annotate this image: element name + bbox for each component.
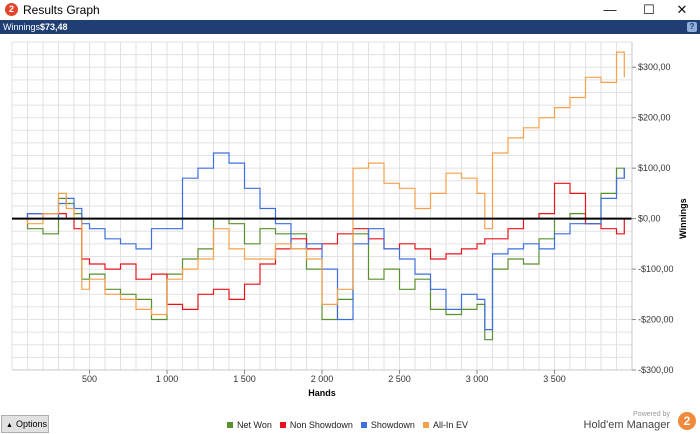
legend-label: All-In EV bbox=[432, 420, 468, 430]
legend-label: Non Showdown bbox=[289, 420, 353, 430]
x-tick-label: 500 bbox=[82, 374, 97, 384]
legend-label: Showdown bbox=[370, 420, 415, 430]
x-tick-label: 1 500 bbox=[233, 374, 256, 384]
legend-item[interactable]: Showdown bbox=[360, 420, 415, 430]
legend-swatch bbox=[227, 422, 233, 428]
brand-block: Powered by Hold'em Manager bbox=[584, 410, 670, 432]
x-tick-label: 2 500 bbox=[388, 374, 411, 384]
y-tick-label: $200,00 bbox=[638, 113, 671, 123]
holdem-manager-logo-icon: 2 bbox=[678, 412, 696, 430]
legend-swatch bbox=[279, 422, 286, 428]
y-tick-label: -$200,00 bbox=[638, 315, 674, 325]
close-button[interactable]: ✕ bbox=[676, 2, 688, 17]
series-line-all-in-ev bbox=[12, 51, 625, 316]
x-axis-title: Hands bbox=[308, 388, 336, 398]
options-button[interactable]: ▲ Options bbox=[1, 415, 49, 433]
chart-series bbox=[12, 51, 625, 341]
series-line-showdown bbox=[12, 152, 625, 331]
legend-item[interactable]: Non Showdown bbox=[279, 420, 353, 430]
help-icon[interactable]: ? bbox=[687, 22, 697, 32]
chart-legend: Net Won Non Showdown Showdown All-In EV bbox=[227, 420, 476, 430]
options-label: Options bbox=[15, 419, 47, 429]
y-tick-label: -$300,00 bbox=[638, 365, 674, 375]
winnings-label: Winnings: bbox=[3, 22, 43, 32]
legend-item[interactable]: All-In EV bbox=[422, 420, 468, 430]
y-tick-label: $100,00 bbox=[638, 163, 671, 173]
legend-swatch bbox=[360, 422, 367, 428]
legend-item[interactable]: Net Won bbox=[227, 420, 272, 430]
series-line-non-showdown bbox=[12, 182, 625, 310]
chart-footer: ▲ Options Net Won Non Showdown Showdown All-… bbox=[0, 410, 700, 434]
brand-name: Hold'em Manager bbox=[583, 419, 670, 431]
results-chart: 500 1 000 1 500 2 000 2 500 3 000 3 500 $300,00… bbox=[11, 41, 688, 398]
expand-arrow-icon: ▲ bbox=[6, 422, 13, 429]
minimize-button[interactable]: — bbox=[603, 2, 617, 17]
x-tick-label: 3 500 bbox=[543, 374, 566, 384]
legend-label: Net Won bbox=[237, 420, 272, 430]
winnings-status-bar: Winnings: $73,48 ? bbox=[0, 20, 700, 34]
chart-axes: 500 1 000 1 500 2 000 2 500 3 000 3 500 $300,00… bbox=[12, 42, 688, 398]
title-bar: 2 Results Graph — ☐ ✕ bbox=[0, 0, 700, 20]
chart-grid bbox=[11, 41, 633, 371]
y-axis-title: Winnings bbox=[678, 198, 688, 238]
powered-by-text: Powered by bbox=[633, 411, 670, 418]
x-tick-label: 2 000 bbox=[311, 374, 334, 384]
app-icon: 2 bbox=[5, 3, 18, 16]
maximize-button[interactable]: ☐ bbox=[643, 2, 655, 17]
x-tick-label: 1 000 bbox=[156, 374, 179, 384]
legend-swatch bbox=[422, 422, 429, 428]
series-line-net-won bbox=[12, 167, 625, 341]
y-tick-label: $0,00 bbox=[638, 214, 661, 224]
window-title: Results Graph bbox=[23, 3, 100, 17]
y-tick-label: $300,00 bbox=[638, 62, 671, 72]
y-tick-label: -$100,00 bbox=[638, 264, 674, 274]
winnings-value: $73,48 bbox=[40, 22, 68, 32]
x-tick-label: 3 000 bbox=[466, 374, 489, 384]
